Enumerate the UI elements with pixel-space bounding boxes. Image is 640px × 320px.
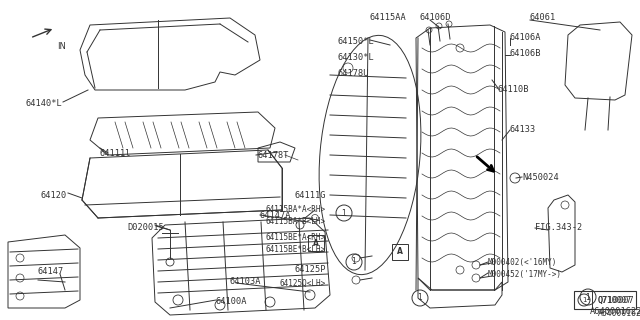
Text: 64150*L: 64150*L — [338, 37, 375, 46]
Text: 64147: 64147 — [38, 268, 64, 276]
Text: 64115BA*B<LH>: 64115BA*B<LH> — [266, 218, 326, 227]
Text: 1: 1 — [582, 297, 586, 303]
Text: 64125Q<LH>: 64125Q<LH> — [280, 278, 326, 287]
Text: 64178U: 64178U — [338, 69, 369, 78]
Text: 64106B: 64106B — [510, 50, 541, 59]
Text: 64061: 64061 — [530, 13, 556, 22]
Bar — [308, 235, 324, 251]
Text: 64115AA: 64115AA — [370, 13, 407, 22]
Text: 64106D: 64106D — [420, 13, 451, 22]
Text: 64103A: 64103A — [230, 277, 262, 286]
Text: 64125P: 64125P — [294, 266, 326, 275]
Text: 64120: 64120 — [41, 190, 67, 199]
Text: A: A — [313, 238, 319, 247]
Text: 64111l: 64111l — [100, 148, 131, 157]
Text: 64140*L: 64140*L — [25, 99, 62, 108]
Text: FIG.343-2: FIG.343-2 — [535, 223, 582, 233]
Text: 64106A: 64106A — [510, 34, 541, 43]
Text: 1: 1 — [351, 258, 356, 267]
Text: 1: 1 — [586, 292, 590, 301]
Text: 1: 1 — [418, 293, 422, 302]
Text: D020015: D020015 — [127, 223, 164, 233]
Text: M000402(<'16MY): M000402(<'16MY) — [488, 258, 557, 267]
Text: 64115BE*A<RH>: 64115BE*A<RH> — [266, 233, 326, 242]
Text: 64133: 64133 — [510, 125, 536, 134]
Text: A: A — [397, 247, 403, 257]
Text: A640001622: A640001622 — [598, 308, 640, 317]
Text: IN: IN — [57, 42, 66, 51]
Text: 1: 1 — [342, 209, 346, 218]
Text: 64111G: 64111G — [294, 190, 326, 199]
Text: 64110B: 64110B — [498, 85, 529, 94]
Text: 64130*L: 64130*L — [338, 53, 375, 62]
Text: 64100A: 64100A — [216, 298, 248, 307]
Text: 64115BA*A<RH>: 64115BA*A<RH> — [266, 205, 326, 214]
Bar — [392, 244, 408, 260]
Bar — [574, 291, 636, 309]
Text: A640001622: A640001622 — [590, 308, 640, 316]
Text: M000452('17MY->): M000452('17MY->) — [488, 269, 562, 278]
Text: 64147A: 64147A — [260, 211, 291, 220]
Text: 64178T: 64178T — [258, 150, 289, 159]
Text: Q710007: Q710007 — [598, 295, 635, 305]
Text: N450024: N450024 — [522, 173, 559, 182]
Text: Q710007: Q710007 — [598, 295, 632, 305]
Text: 64115BE*B<LH>: 64115BE*B<LH> — [266, 244, 326, 253]
